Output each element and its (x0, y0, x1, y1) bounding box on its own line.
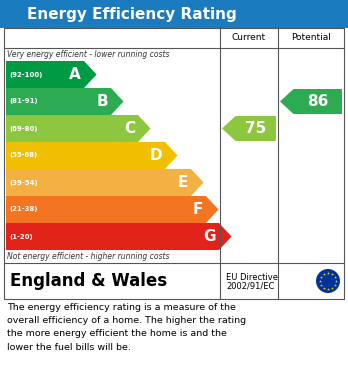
Text: A: A (69, 67, 81, 82)
Text: Not energy efficient - higher running costs: Not energy efficient - higher running co… (7, 252, 169, 261)
Polygon shape (6, 115, 150, 142)
Text: Very energy efficient - lower running costs: Very energy efficient - lower running co… (7, 50, 169, 59)
Text: (55-68): (55-68) (9, 152, 37, 158)
Polygon shape (6, 142, 177, 169)
Polygon shape (6, 169, 204, 196)
Polygon shape (6, 88, 124, 115)
Text: D: D (149, 148, 162, 163)
Text: C: C (124, 121, 135, 136)
Text: The energy efficiency rating is a measure of the
overall efficiency of a home. T: The energy efficiency rating is a measur… (7, 303, 246, 352)
Text: (92-100): (92-100) (9, 72, 42, 77)
Text: Potential: Potential (291, 34, 331, 43)
Polygon shape (280, 89, 342, 114)
Text: (39-54): (39-54) (9, 179, 38, 185)
Text: Current: Current (232, 34, 266, 43)
Text: Energy Efficiency Rating: Energy Efficiency Rating (27, 7, 237, 22)
Bar (0, 0, 348, 28)
Text: (1-20): (1-20) (9, 233, 33, 240)
Text: F: F (193, 202, 203, 217)
Polygon shape (222, 116, 276, 141)
Bar (4, 28, 344, 299)
Text: G: G (204, 229, 216, 244)
Text: (69-80): (69-80) (9, 126, 38, 131)
Text: 2002/91/EC: 2002/91/EC (226, 282, 274, 291)
Polygon shape (6, 196, 219, 223)
Text: England & Wales: England & Wales (10, 272, 167, 290)
Text: (81-91): (81-91) (9, 99, 38, 104)
Text: B: B (96, 94, 108, 109)
Polygon shape (6, 61, 96, 88)
Text: 75: 75 (245, 121, 266, 136)
Text: EU Directive: EU Directive (226, 273, 278, 283)
Polygon shape (6, 223, 231, 250)
Text: (21-38): (21-38) (9, 206, 38, 212)
Circle shape (316, 269, 340, 293)
Text: 86: 86 (307, 94, 329, 109)
Text: E: E (177, 175, 188, 190)
